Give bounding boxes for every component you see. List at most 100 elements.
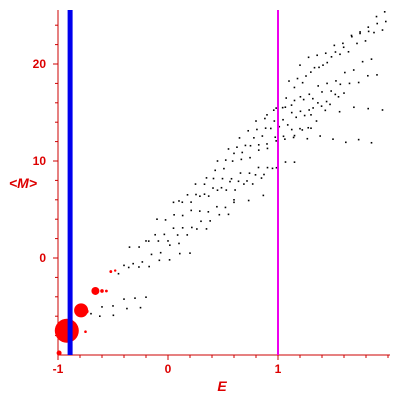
data-point: [303, 114, 306, 117]
data-point: [271, 167, 274, 170]
data-point: [333, 44, 336, 47]
data-point: [247, 129, 250, 132]
data-point: [343, 92, 345, 94]
data-point: [266, 166, 269, 169]
data-point: [207, 195, 210, 197]
data-point: [307, 56, 310, 59]
data-point: [257, 144, 260, 146]
data-point: [207, 211, 210, 213]
x-tick-label: -1: [53, 362, 64, 376]
data-point: [288, 80, 290, 82]
data-point: [199, 195, 201, 198]
data-point: [320, 105, 323, 107]
data-point: [305, 75, 307, 77]
data-point: [286, 124, 289, 126]
y-tick-label: 0: [39, 251, 46, 265]
data-point: [132, 262, 134, 265]
data-point: [324, 52, 327, 55]
data-point: [220, 186, 223, 189]
red-data-point: [56, 350, 62, 356]
data-point: [241, 151, 244, 154]
data-point: [335, 80, 337, 82]
data-point: [195, 193, 197, 196]
data-point: [198, 210, 201, 212]
data-point: [299, 64, 301, 66]
data-point: [191, 226, 193, 229]
x-tick-label: 0: [165, 362, 172, 376]
data-point: [112, 314, 115, 317]
data-point: [376, 74, 378, 76]
data-point: [334, 51, 337, 53]
data-point: [247, 199, 250, 202]
data-point: [293, 86, 296, 89]
data-point: [249, 156, 251, 159]
data-point: [138, 266, 140, 268]
data-point: [141, 261, 144, 263]
data-point: [284, 106, 287, 108]
data-point: [293, 99, 296, 102]
red-data-point: [100, 289, 104, 293]
data-point: [357, 81, 360, 84]
data-point: [214, 169, 217, 172]
data-point: [233, 152, 235, 155]
data-point: [342, 46, 345, 49]
y-tick-label: 10: [33, 154, 47, 168]
data-point: [315, 120, 318, 122]
data-point: [158, 259, 161, 262]
data-point: [367, 107, 369, 110]
data-point: [99, 315, 101, 317]
data-point: [361, 60, 364, 63]
data-point: [244, 144, 247, 147]
data-point: [381, 29, 384, 31]
data-point: [150, 253, 153, 256]
data-point: [181, 214, 184, 217]
data-point: [218, 213, 221, 216]
data-point: [345, 141, 347, 144]
data-point: [310, 114, 312, 116]
data-point: [326, 61, 329, 64]
data-point: [196, 228, 198, 230]
data-point: [385, 20, 387, 23]
data-point: [234, 189, 236, 191]
data-point: [281, 106, 284, 109]
data-point: [167, 240, 169, 242]
data-point: [312, 107, 314, 109]
red-data-point: [91, 286, 100, 295]
data-point: [194, 183, 197, 185]
data-point: [231, 160, 234, 162]
red-data-point: [74, 303, 89, 318]
data-point: [134, 297, 136, 299]
data-point: [205, 177, 208, 179]
data-point: [253, 137, 255, 139]
data-point: [330, 90, 332, 92]
data-point: [299, 127, 301, 130]
data-point: [229, 180, 231, 183]
data-point: [216, 160, 219, 162]
red-data-point: [109, 270, 113, 273]
data-point: [203, 193, 206, 195]
data-point: [313, 66, 316, 69]
data-point: [274, 136, 277, 139]
data-point: [376, 22, 379, 25]
data-point: [350, 34, 353, 37]
data-point: [364, 40, 367, 42]
data-point: [359, 31, 361, 33]
data-point: [145, 296, 147, 298]
data-point: [186, 194, 189, 196]
red-data-point: [105, 289, 108, 293]
data-point: [321, 91, 323, 93]
data-point: [190, 201, 192, 203]
data-point: [255, 120, 257, 122]
data-point: [317, 85, 319, 87]
data-point: [257, 149, 260, 151]
data-point: [285, 97, 288, 99]
data-point: [370, 141, 373, 144]
data-point: [221, 177, 224, 180]
data-point: [216, 205, 218, 208]
data-point: [325, 100, 328, 103]
data-point: [126, 307, 128, 310]
data-point: [181, 227, 184, 229]
data-point: [246, 180, 248, 182]
data-point: [172, 201, 175, 204]
